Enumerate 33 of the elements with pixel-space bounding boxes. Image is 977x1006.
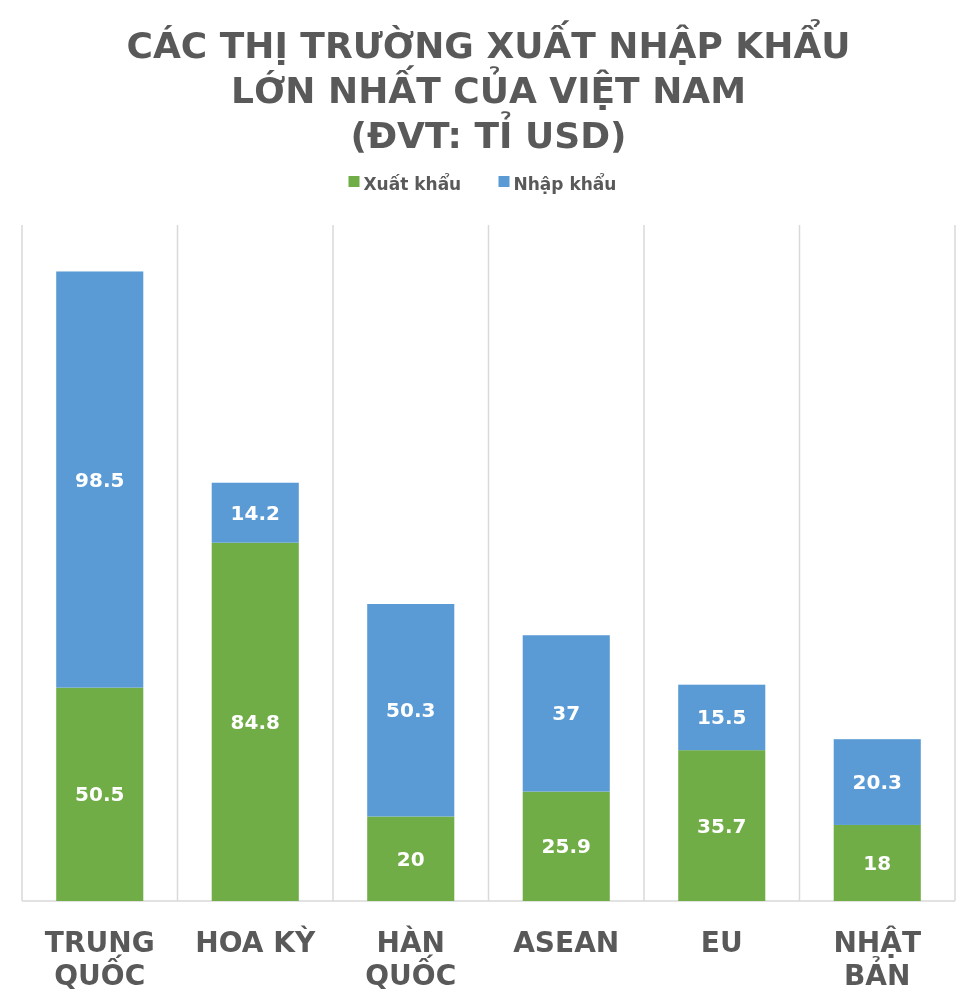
data-label: 20 <box>396 846 425 871</box>
x-tick-label: HOA KỲ <box>195 925 316 959</box>
data-label: 84.8 <box>230 709 280 734</box>
bar <box>367 603 455 817</box>
x-tick-label: HÀN QUỐC <box>365 925 457 992</box>
bar <box>211 482 299 543</box>
bar <box>678 684 766 751</box>
data-label: 35.7 <box>697 813 747 838</box>
bar <box>211 542 299 901</box>
data-label: 98.5 <box>75 467 125 492</box>
bar <box>56 271 144 688</box>
x-tick-label: ASEAN <box>513 926 620 959</box>
x-tick-label: NHẬT BẢN <box>833 925 922 992</box>
bar <box>56 687 144 901</box>
chart-title: CÁC THỊ TRƯỜNG XUẤT NHẬP KHẨU LỚN NHẤT CỦA VIỆT NAM (ĐVT: TỈ USD) <box>126 19 851 156</box>
bar <box>522 635 610 792</box>
legend-label: Nhập khẩu <box>513 172 617 194</box>
x-tick-label: TRUNG QUỐC <box>44 926 155 992</box>
data-label: 50.5 <box>75 782 125 807</box>
bar <box>833 824 921 901</box>
data-label: 37 <box>552 701 581 726</box>
bar <box>522 791 610 901</box>
data-label: 14.2 <box>230 500 280 525</box>
bar <box>678 750 766 901</box>
data-label: 20.3 <box>852 770 902 795</box>
legend-label: Xuất khẩu <box>363 172 462 194</box>
data-label: 50.3 <box>386 698 436 723</box>
data-label: 25.9 <box>541 834 591 859</box>
data-label: 15.5 <box>697 705 747 730</box>
data-label: 18 <box>863 850 892 875</box>
bar <box>367 816 455 901</box>
bar <box>833 739 921 825</box>
x-tick-label: EU <box>700 926 743 959</box>
